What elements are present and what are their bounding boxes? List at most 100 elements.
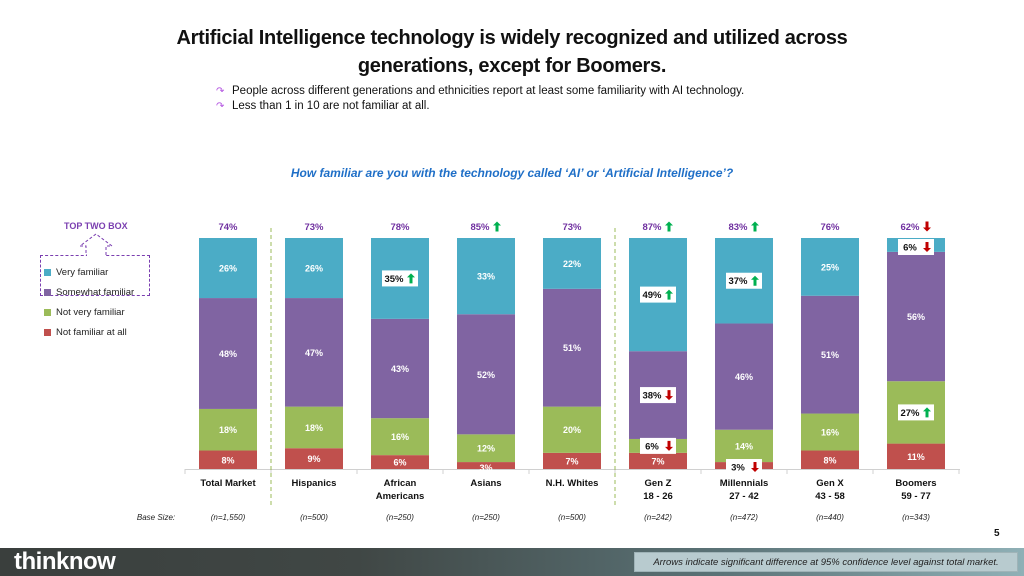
callout-box [726,272,762,289]
bar-segment-somewhat-familiar [543,288,601,407]
base-size-value: (n=242) [644,513,672,522]
arrow-down-icon [665,440,673,451]
bar-segment-not-very-familiar [199,408,257,451]
data-label: 38% [642,391,662,402]
data-label: 18% [219,425,237,435]
data-label: 8% [823,455,836,465]
data-label: 16% [391,432,409,442]
data-label: 33% [477,272,495,282]
top-two-box-value: 73% [304,222,324,233]
curved-arrow-bullet-icon: ↷ [216,86,225,97]
data-label: 8% [221,455,234,465]
base-size-value: (n=1,550) [211,513,246,522]
slide-title-line-2: generations, except for Boomers. [357,55,667,77]
bar-segment-not-very-familiar [285,406,343,449]
curved-arrow-bullet-icon: ↷ [216,101,225,112]
base-size-value: (n=500) [300,513,328,522]
top-two-box-value: 85% [470,222,490,233]
data-label: 12% [477,444,495,454]
data-label: 6% [903,243,917,254]
arrow-up-icon [493,221,501,232]
category-label: N.H. Whites [546,478,599,489]
bar-segment-somewhat-familiar [285,298,343,407]
callout-box [382,270,418,287]
category-sublabel: 59 - 77 [901,491,931,502]
legend-swatch-very-familiar [44,268,51,276]
top-two-box-value: 74% [218,222,238,233]
data-label: 6% [645,441,659,452]
data-label: 20% [563,425,581,435]
callout-box [898,239,934,255]
base-size-label: Base Size: [137,513,175,522]
callout-box [898,404,934,421]
data-label: 3% [479,463,492,473]
data-label: 26% [219,264,237,274]
bullet-item: ↷ People across different generations an… [216,84,744,99]
legend-label: Somewhat familiar [56,286,135,298]
category-sublabel: 27 - 42 [729,491,759,502]
legend-label: Very familiar [56,266,109,278]
top-two-box-value: 87% [642,222,662,233]
bar-segment-not-familiar-at-all [887,443,945,469]
legend-swatch-not-very-familiar [44,308,51,316]
category-label: Millennials [720,478,769,489]
bar-segment-not-familiar-at-all [801,450,859,469]
data-label: 18% [305,423,323,433]
data-label: 49% [642,290,662,301]
top-two-box-value: 78% [390,222,410,233]
arrow-down-icon [923,242,931,252]
top-two-box-value: 73% [562,222,582,233]
category-sublabel: Americans [376,491,425,502]
legend-label: Not familiar at all [56,326,127,338]
bar-segment-very-familiar [285,238,343,299]
data-label: 46% [735,372,753,382]
bar-segment-not-familiar-at-all [285,448,343,469]
slide-title-line-1: Artificial Intelligence technology is wi… [176,27,848,49]
data-label: 56% [907,312,925,322]
data-label: 11% [907,452,925,462]
key-findings-list: ↷ People across different generations an… [216,84,744,114]
legend-swatch-not-familiar-at-all [44,328,51,336]
base-size-value: (n=472) [730,513,758,522]
arrow-down-icon [751,462,759,472]
bar-segment-not-familiar-at-all [199,450,257,469]
bar-segment-very-familiar [543,238,601,289]
data-label: 52% [477,370,495,380]
bar-segment-somewhat-familiar [371,318,429,419]
category-label: Asians [470,478,501,489]
legend-label: Not very familiar [56,306,125,318]
bullet-text: People across different generations and … [232,85,745,97]
bar-segment-not-very-familiar [543,406,601,453]
data-label: 48% [219,349,237,359]
bullet-item: ↷ Less than 1 in 10 are not familiar at … [216,99,744,114]
data-label: 16% [821,428,839,438]
data-label: 9% [307,454,320,464]
data-label: 27% [900,408,920,419]
data-label: 3% [731,463,745,474]
data-label: 51% [563,343,581,353]
stacked-bar-chart: 8% 18% 48% 26% 74% Total Market (n=1,550) 9% 18%… [78,221,960,522]
callout-box [726,459,762,475]
bar-segment-not-very-familiar [457,434,515,463]
category-label: Boomers [895,478,936,489]
base-size-value: (n=440) [816,513,844,522]
arrow-up-icon [751,221,759,232]
bullet-text: Less than 1 in 10 are not familiar at al… [232,100,430,112]
arrow-up-icon [407,273,415,284]
data-label: 37% [728,276,748,287]
base-size-value: (n=250) [472,513,500,522]
data-label: 47% [305,348,323,358]
arrow-up-icon [923,407,931,418]
bar-segment-somewhat-familiar [887,251,945,382]
survey-question: How familiar are you with the technology… [290,166,734,180]
callout-box [640,387,676,404]
arrow-up-icon [751,275,759,286]
chart-legend: Very familiar Somewhat familiar Not very… [44,262,134,342]
bar-segment-very-familiar [457,238,515,315]
bar-segment-somewhat-familiar [199,298,257,409]
data-label: 6% [393,458,406,468]
data-label: 51% [821,350,839,360]
data-label: 7% [651,456,664,466]
legend-item-somewhat-familiar: Somewhat familiar [44,282,134,302]
bar-segment-very-familiar [801,238,859,296]
